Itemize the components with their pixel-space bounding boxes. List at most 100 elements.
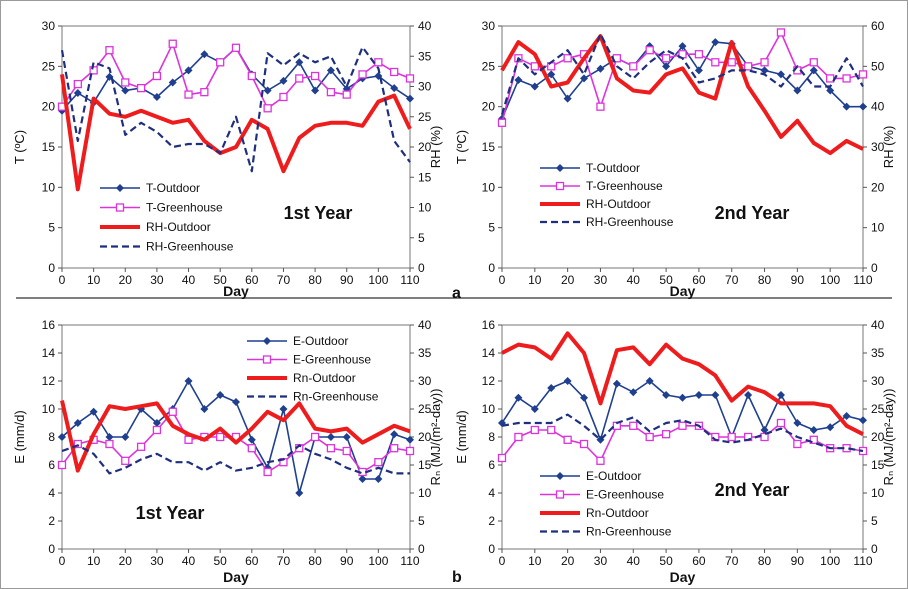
data-point bbox=[826, 86, 835, 95]
data-point bbox=[694, 391, 703, 399]
y-tick-label: 30 bbox=[482, 19, 496, 33]
y-right-tick-label: 0 bbox=[871, 261, 878, 275]
series-rh-outdoor bbox=[500, 34, 864, 156]
data-point bbox=[279, 405, 288, 413]
data-point bbox=[514, 393, 523, 402]
x-tick-label: 0 bbox=[59, 554, 66, 568]
y-tick-label: 8 bbox=[48, 430, 55, 444]
y-tick-label: 0 bbox=[48, 542, 55, 556]
data-point bbox=[168, 78, 177, 87]
legend-marker bbox=[556, 472, 564, 480]
data-point bbox=[326, 433, 335, 441]
x-tick-label: 20 bbox=[561, 273, 575, 287]
legend: E-Outdoor E-Greenhouse Rn-Outdoor Rn-Greenh… bbox=[540, 469, 672, 539]
y-tick-label: 20 bbox=[42, 100, 56, 114]
y-tick-label: 0 bbox=[488, 261, 495, 275]
legend: T-Outdoor T-Greenhouse RH-Outdoor RH-Greenh… bbox=[540, 161, 674, 229]
data-point bbox=[89, 66, 98, 75]
legend-marker bbox=[262, 355, 272, 364]
data-point bbox=[760, 432, 769, 442]
data-point bbox=[694, 66, 703, 75]
x-tick-label: 100 bbox=[820, 554, 840, 568]
y-right-tick-label: 35 bbox=[871, 346, 885, 360]
y-tick-label: 0 bbox=[488, 542, 495, 556]
data-point bbox=[390, 84, 399, 93]
x-tick-label: 80 bbox=[758, 273, 772, 287]
data-point bbox=[200, 405, 209, 413]
y-tick-label: 25 bbox=[42, 59, 56, 73]
data-point bbox=[152, 71, 162, 81]
data-point bbox=[310, 71, 320, 81]
data-point bbox=[596, 64, 605, 73]
data-point bbox=[629, 421, 638, 430]
data-point bbox=[497, 453, 507, 463]
series-rn-greenhouse bbox=[501, 413, 864, 453]
data-point bbox=[826, 423, 835, 432]
data-point bbox=[390, 444, 399, 453]
chart-4: 0 10 20 30 40 50 60 70 80 90 100 110024681012141605… bbox=[454, 318, 896, 585]
y-right-tick-label: 30 bbox=[418, 80, 432, 94]
data-point bbox=[168, 39, 177, 48]
data-point bbox=[152, 419, 161, 427]
data-point bbox=[326, 87, 336, 97]
data-point bbox=[580, 74, 589, 83]
y-right-tick-label: 10 bbox=[418, 486, 432, 500]
data-point bbox=[563, 54, 572, 63]
data-point bbox=[105, 46, 114, 55]
chart-title: 1st Year bbox=[284, 203, 353, 223]
data-point bbox=[73, 79, 82, 89]
y-tick-label: 0 bbox=[48, 261, 55, 275]
data-point bbox=[547, 425, 556, 435]
data-point bbox=[514, 432, 523, 442]
y-tick-label: 8 bbox=[488, 430, 495, 444]
data-point bbox=[629, 388, 638, 397]
data-point bbox=[793, 86, 802, 95]
legend-label: RH-Outdoor bbox=[586, 197, 651, 211]
y-right-axis-label: RH (%) bbox=[881, 126, 896, 169]
y-right-tick-label: 60 bbox=[871, 19, 885, 33]
panel-label-a: a bbox=[452, 285, 461, 302]
legend: T-Outdoor T-Greenhouse RH-Outdoor RH-Greenh… bbox=[100, 181, 234, 254]
series-line bbox=[500, 32, 864, 116]
legend-marker bbox=[555, 490, 565, 499]
series-line bbox=[60, 46, 411, 173]
x-tick-label: 30 bbox=[594, 273, 608, 287]
x-tick-label: 70 bbox=[725, 554, 739, 568]
x-tick-label: 60 bbox=[692, 554, 706, 568]
legend-label: Rn-Greenhouse bbox=[586, 525, 672, 539]
x-tick-label: 100 bbox=[820, 273, 840, 287]
x-tick-label: 110 bbox=[853, 273, 872, 287]
data-point bbox=[743, 62, 753, 71]
legend-label: E-Greenhouse bbox=[586, 488, 664, 502]
y-axis-label: T (ºC) bbox=[12, 130, 27, 164]
data-point bbox=[809, 426, 818, 434]
x-tick-label: 40 bbox=[182, 554, 196, 568]
legend-label: T-Outdoor bbox=[146, 181, 200, 195]
y-tick-label: 6 bbox=[48, 458, 55, 472]
x-tick-label: 30 bbox=[150, 554, 164, 568]
series-rn-greenhouse bbox=[61, 444, 410, 475]
data-point bbox=[358, 70, 367, 79]
data-point bbox=[580, 393, 589, 402]
y-right-tick-label: 15 bbox=[871, 458, 885, 472]
y-tick-label: 25 bbox=[482, 59, 496, 73]
x-tick-label: 40 bbox=[627, 273, 641, 287]
y-tick-label: 4 bbox=[488, 486, 495, 500]
x-tick-label: 90 bbox=[791, 554, 805, 568]
legend-label: Rn-Outdoor bbox=[586, 506, 649, 520]
data-point bbox=[744, 391, 753, 399]
y-right-tick-label: 5 bbox=[871, 514, 878, 528]
data-point bbox=[645, 377, 654, 385]
data-point bbox=[184, 90, 193, 99]
y-tick-label: 4 bbox=[48, 486, 55, 500]
data-point bbox=[295, 489, 304, 497]
x-tick-label: 20 bbox=[561, 554, 575, 568]
legend: E-Outdoor E-Greenhouse Rn-Outdoor Rn-Greenh… bbox=[247, 334, 379, 404]
x-tick-label: 10 bbox=[87, 273, 101, 287]
series-rn-outdoor bbox=[60, 400, 411, 473]
y-right-tick-label: 40 bbox=[871, 318, 885, 332]
data-point bbox=[678, 393, 687, 402]
data-point bbox=[152, 425, 162, 435]
data-point bbox=[136, 442, 146, 451]
data-point bbox=[596, 456, 605, 465]
